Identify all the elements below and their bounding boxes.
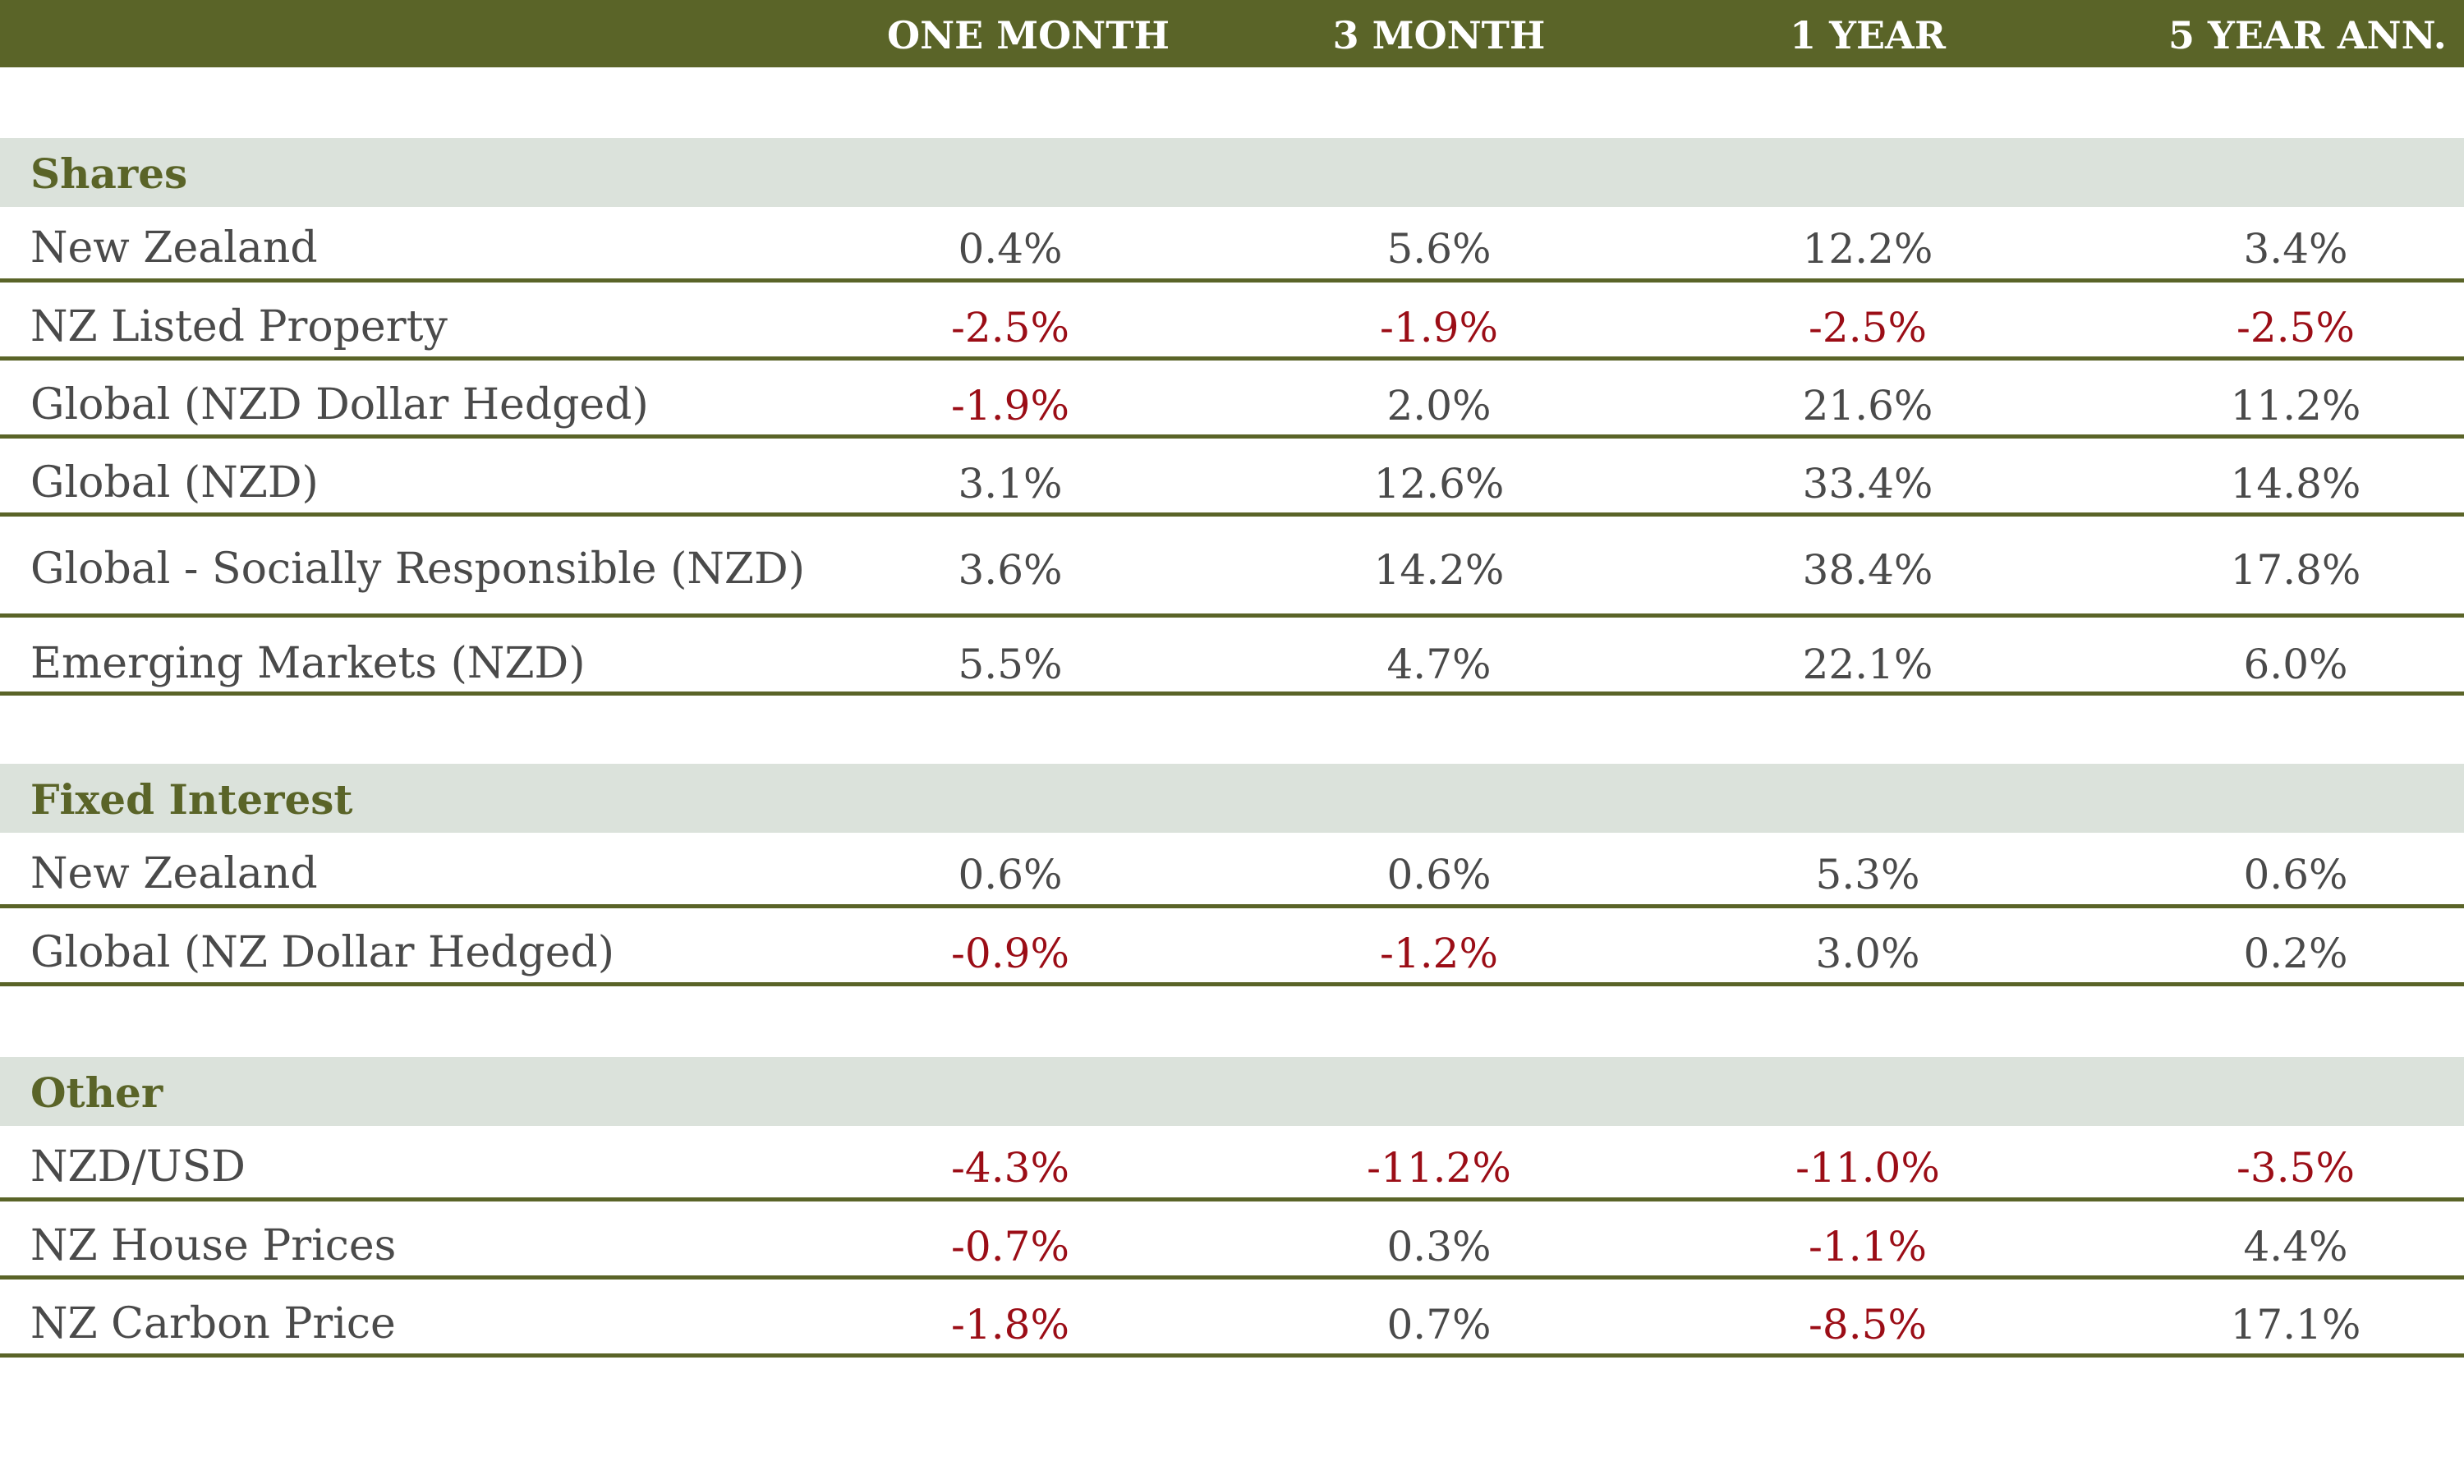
value-cell: -11.2% [1367,1144,1511,1192]
value-cell: -1.9% [951,382,1069,430]
value-cell: 11.2% [2230,382,2361,430]
value-cell: 0.6% [958,851,1063,898]
value-cell: 14.8% [2230,460,2361,508]
value-cell: 0.6% [2243,851,2348,898]
section-title: Other [30,1068,163,1117]
value-cell: -1.9% [1380,304,1498,351]
row-label: New Zealand [30,223,318,273]
row-label: NZ House Prices [30,1221,397,1270]
row-divider [0,512,2464,517]
value-cell: -0.9% [951,930,1069,977]
row-divider [0,1197,2464,1201]
row-label: Global (NZD) [30,458,319,508]
row-label: NZD/USD [30,1142,246,1192]
value-cell: 12.6% [1373,460,1505,508]
row-divider [0,613,2464,618]
row-label: Emerging Markets (NZD) [30,639,586,688]
value-cell: 3.6% [958,546,1063,594]
table-row: NZ House Prices -0.7% 0.3% -1.1% 4.4% [0,1201,2464,1280]
value-cell: 14.2% [1373,546,1505,594]
value-cell: -1.1% [1809,1223,1927,1270]
value-cell: 5.3% [1815,851,1920,898]
value-cell: -0.7% [951,1223,1069,1270]
value-cell: 17.1% [2230,1301,2361,1348]
table-row: Global (NZD Dollar Hedged) -1.9% 2.0% 21.6%… [0,361,2464,439]
value-cell: 22.1% [1802,641,1933,688]
value-cell: -4.3% [951,1144,1069,1192]
row-label: NZ Listed Property [30,302,448,351]
section-band-shares: Shares [0,138,2464,207]
value-cell: -1.8% [951,1301,1069,1348]
value-cell: 4.7% [1386,641,1492,688]
value-cell: -2.5% [1809,304,1927,351]
value-cell: 0.7% [1386,1301,1492,1348]
row-divider [0,1353,2464,1358]
column-header-1-year: 1 YEAR [1790,13,1946,57]
row-label: Global (NZD Dollar Hedged) [30,380,649,430]
value-cell: -3.5% [2236,1144,2355,1192]
value-cell: 5.5% [958,641,1063,688]
table-row: Global - Socially Responsible (NZD) 3.6% 1… [0,517,2464,618]
value-cell: 6.0% [2243,641,2348,688]
table-row: Emerging Markets (NZD) 5.5% 4.7% 22.1% 6.0% [0,618,2464,696]
value-cell: -1.2% [1380,930,1498,977]
row-label: Global - Socially Responsible (NZD) [30,544,806,594]
table-row: Global (NZD) 3.1% 12.6% 33.4% 14.8% [0,439,2464,517]
table-row: NZD/USD -4.3% -11.2% -11.0% -3.5% [0,1126,2464,1201]
value-cell: 33.4% [1802,460,1933,508]
table-row: NZ Listed Property -2.5% -1.9% -2.5% -2.5% [0,283,2464,361]
section-band-other: Other [0,1057,2464,1126]
value-cell: 5.6% [1386,225,1492,273]
row-divider [0,434,2464,439]
row-label: New Zealand [30,849,318,898]
value-cell: -8.5% [1809,1301,1927,1348]
row-divider [0,691,2464,696]
table-row: New Zealand 0.4% 5.6% 12.2% 3.4% [0,207,2464,283]
value-cell: -11.0% [1795,1144,1940,1192]
row-divider [0,904,2464,908]
value-cell: 17.8% [2230,546,2361,594]
table-row: New Zealand 0.6% 0.6% 5.3% 0.6% [0,833,2464,908]
value-cell: 38.4% [1802,546,1933,594]
value-cell: 2.0% [1386,382,1492,430]
value-cell: 3.1% [958,460,1063,508]
column-header-3-month: 3 MONTH [1332,13,1546,57]
row-label: Global (NZ Dollar Hedged) [30,928,615,977]
column-header-one-month: ONE MONTH [887,13,1170,57]
value-cell: 4.4% [2243,1223,2348,1270]
value-cell: 21.6% [1802,382,1933,430]
section-title: Fixed Interest [30,775,353,824]
row-divider [0,356,2464,361]
row-label: NZ Carbon Price [30,1299,396,1348]
section-band-fixed-interest: Fixed Interest [0,764,2464,833]
value-cell: 0.2% [2243,930,2348,977]
row-divider [0,278,2464,283]
value-cell: 3.0% [1815,930,1920,977]
row-divider [0,982,2464,986]
table-row: Global (NZ Dollar Hedged) -0.9% -1.2% 3.0% 0… [0,908,2464,986]
value-cell: 0.4% [958,225,1063,273]
value-cell: -2.5% [951,304,1069,351]
section-title: Shares [30,149,188,198]
value-cell: 12.2% [1802,225,1933,273]
column-header-5-year-ann: 5 YEAR ANN. [2168,13,2447,57]
table-header: ONE MONTH 3 MONTH 1 YEAR 5 YEAR ANN. [0,0,2464,67]
value-cell: 0.6% [1386,851,1492,898]
table-row: NZ Carbon Price -1.8% 0.7% -8.5% 17.1% [0,1280,2464,1358]
value-cell: -2.5% [2236,304,2355,351]
value-cell: 3.4% [2243,225,2348,273]
row-divider [0,1275,2464,1280]
value-cell: 0.3% [1386,1223,1492,1270]
